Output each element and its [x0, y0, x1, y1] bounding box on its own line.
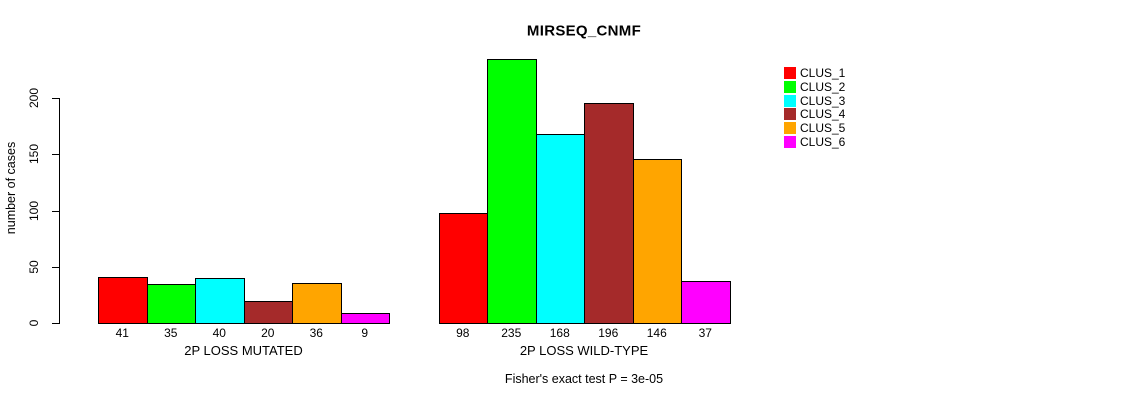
legend-label-clus_2: CLUS_2 — [800, 79, 846, 94]
footnote: Fisher's exact test P = 3e-05 — [504, 372, 664, 386]
bar-value-label: 168 — [549, 326, 570, 340]
legend-swatch-clus_2 — [784, 80, 796, 93]
legend-label-clus_6: CLUS_6 — [800, 135, 846, 149]
bar-clus_5-1 — [292, 282, 342, 324]
y-axis-tick — [52, 210, 59, 212]
y-axis-tick — [52, 266, 59, 268]
chart-title: MIRSEQ_CNMF — [526, 22, 642, 40]
bar-clus_4-1 — [243, 300, 293, 324]
bar-value-label: 41 — [115, 326, 129, 340]
bar-value-label: 9 — [361, 326, 369, 340]
bar-value-label: 36 — [309, 326, 323, 340]
y-tick-label: 200 — [27, 88, 41, 109]
bar-value-label: 35 — [164, 326, 178, 340]
y-axis-tick — [52, 98, 59, 100]
bar-clus_6-2 — [681, 281, 731, 324]
legend-swatch-clus_3 — [784, 94, 796, 107]
legend-label-clus_5: CLUS_5 — [800, 121, 846, 136]
legend-swatch-clus_6 — [784, 136, 796, 148]
bar-clus_6-1 — [340, 312, 390, 324]
bar-clus_3-2 — [535, 134, 585, 324]
bar-clus_5-2 — [632, 158, 682, 324]
y-axis-label: number of cases — [4, 141, 18, 235]
bar-clus_3-1 — [195, 278, 245, 324]
legend-swatch-clus_4 — [784, 108, 796, 121]
y-axis-tick — [52, 154, 59, 156]
y-tick-label: 0 — [27, 319, 41, 327]
legend-swatch-clus_1 — [784, 67, 796, 79]
bar-clus_2-1 — [146, 283, 196, 324]
y-tick-label: 100 — [27, 200, 41, 221]
x-group-label: 2P LOSS WILD-TYPE — [519, 343, 649, 358]
y-axis-line — [59, 98, 60, 324]
y-axis-tick — [52, 323, 59, 324]
bar-clus_1-2 — [438, 212, 488, 324]
bar-value-label: 37 — [698, 326, 712, 340]
legend-swatch-clus_5 — [784, 122, 796, 135]
legend-label-clus_3: CLUS_3 — [800, 93, 846, 108]
bar-value-label: 20 — [261, 326, 275, 340]
bar-value-label: 98 — [456, 326, 470, 340]
bar-value-label: 196 — [598, 326, 619, 340]
bar-value-label: 40 — [212, 326, 226, 340]
y-tick-label: 50 — [27, 260, 41, 274]
y-tick-label: 150 — [27, 144, 41, 165]
bar-clus_2-2 — [487, 59, 537, 324]
bar-clus_4-2 — [584, 102, 634, 324]
legend-label-clus_4: CLUS_4 — [800, 107, 846, 122]
bar-value-label: 146 — [646, 326, 667, 340]
bar-value-label: 235 — [501, 326, 522, 340]
x-group-label: 2P LOSS MUTATED — [184, 343, 303, 358]
legend-label-clus_1: CLUS_1 — [800, 66, 846, 80]
bar-clus_1-1 — [98, 276, 148, 324]
